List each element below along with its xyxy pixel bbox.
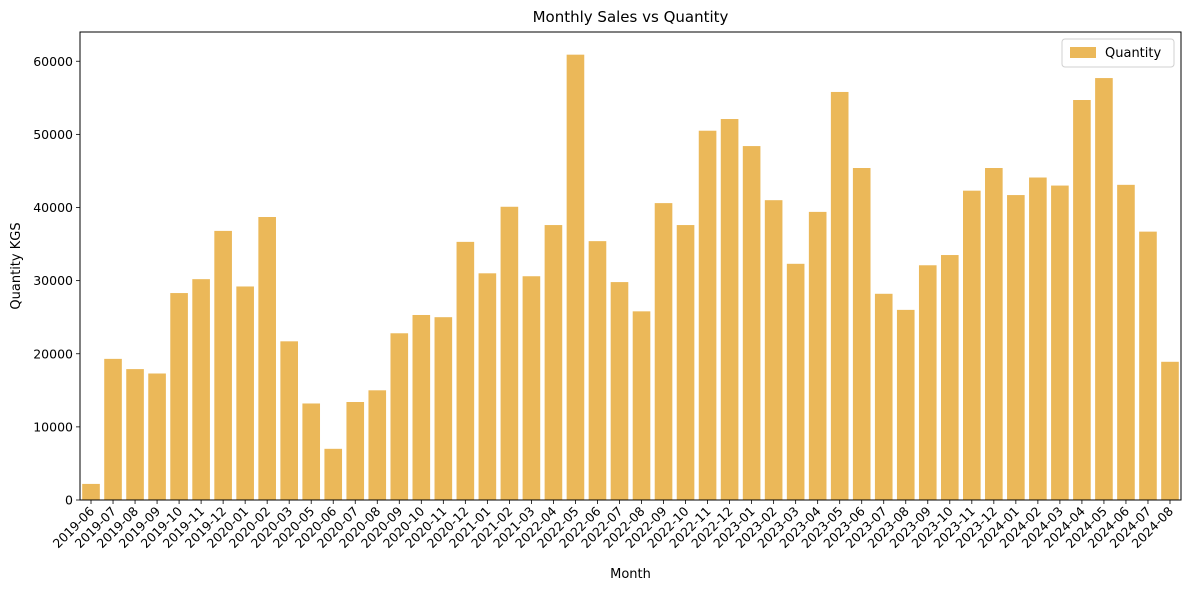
- bar-2023-03: [786, 263, 805, 500]
- bar-2020-05: [302, 403, 321, 500]
- y-tick-label: 0: [65, 493, 73, 508]
- y-axis-ticks: 0 10000 20000 30000 40000 50000 60000: [33, 54, 80, 508]
- bar-2022-04: [544, 225, 563, 501]
- bar-2023-02: [764, 200, 783, 500]
- bar-2022-06: [588, 241, 607, 500]
- bar-2023-10: [940, 255, 959, 500]
- y-tick-label: 10000: [33, 419, 73, 434]
- bar-2020-11: [434, 317, 453, 500]
- x-axis-ticks: 2019-062019-072019-082019-092019-102019-…: [50, 500, 1176, 551]
- bar-2024-08: [1161, 361, 1179, 500]
- bar-2022-08: [632, 311, 651, 500]
- bar-2020-09: [390, 333, 409, 500]
- bar-2023-12: [985, 168, 1003, 500]
- y-tick-label: 50000: [33, 127, 73, 142]
- bar-2019-11: [192, 279, 210, 500]
- bar-2020-06: [324, 448, 343, 500]
- bar-2024-02: [1029, 177, 1047, 501]
- y-tick-label: 30000: [33, 273, 73, 288]
- bar-2024-01: [1007, 195, 1025, 500]
- legend-swatch-quantity: [1070, 47, 1096, 58]
- bar-2023-08: [896, 309, 915, 500]
- x-axis-label: Month: [610, 567, 651, 582]
- bar-2022-11: [698, 130, 717, 500]
- y-axis-label: Quantity KGS: [9, 222, 24, 309]
- bar-2020-07: [346, 402, 365, 500]
- bar-2022-05: [566, 54, 585, 500]
- bar-2024-07: [1139, 231, 1157, 500]
- bar-2019-08: [126, 369, 144, 500]
- bar-2020-10: [412, 314, 431, 500]
- bar-2023-05: [830, 91, 849, 501]
- bar-2019-12: [214, 230, 232, 500]
- bar-2023-04: [808, 211, 827, 500]
- y-tick-label: 60000: [33, 54, 73, 69]
- y-tick-label: 40000: [33, 200, 73, 215]
- bar-2024-05: [1095, 78, 1113, 500]
- chart-title: Monthly Sales vs Quantity: [533, 8, 729, 26]
- plot-frame: [79, 31, 1182, 501]
- bar-2019-07: [104, 358, 122, 500]
- bar-2024-03: [1051, 185, 1069, 500]
- bar-2019-06: [82, 483, 100, 500]
- bar-2023-11: [963, 190, 981, 500]
- bar-2024-04: [1073, 100, 1091, 500]
- bar-2020-03: [280, 341, 298, 500]
- bar-2020-02: [258, 217, 276, 500]
- bar-2022-10: [676, 225, 695, 501]
- bar-2020-08: [368, 390, 387, 500]
- bar-2023-07: [874, 293, 893, 500]
- bar-2022-09: [654, 203, 673, 501]
- bar-2020-12: [456, 241, 475, 500]
- bar-2019-09: [148, 373, 166, 500]
- bar-2019-10: [170, 293, 188, 500]
- bar-2023-09: [918, 265, 937, 500]
- bar-2020-01: [236, 286, 254, 500]
- bar-2022-12: [720, 119, 739, 501]
- bar-2023-06: [852, 168, 871, 500]
- bar-2023-01: [742, 146, 761, 500]
- bar-2021-03: [522, 276, 541, 500]
- legend: Quantity: [1061, 38, 1175, 68]
- bars-group: [82, 54, 1179, 501]
- legend-label-quantity: Quantity: [1105, 46, 1161, 61]
- legend-box: [1061, 38, 1175, 68]
- bar-2022-07: [610, 282, 629, 500]
- y-tick-label: 20000: [33, 346, 73, 361]
- bar-2021-02: [500, 206, 519, 501]
- bar-2024-06: [1117, 184, 1135, 501]
- bar-2021-01: [478, 273, 497, 500]
